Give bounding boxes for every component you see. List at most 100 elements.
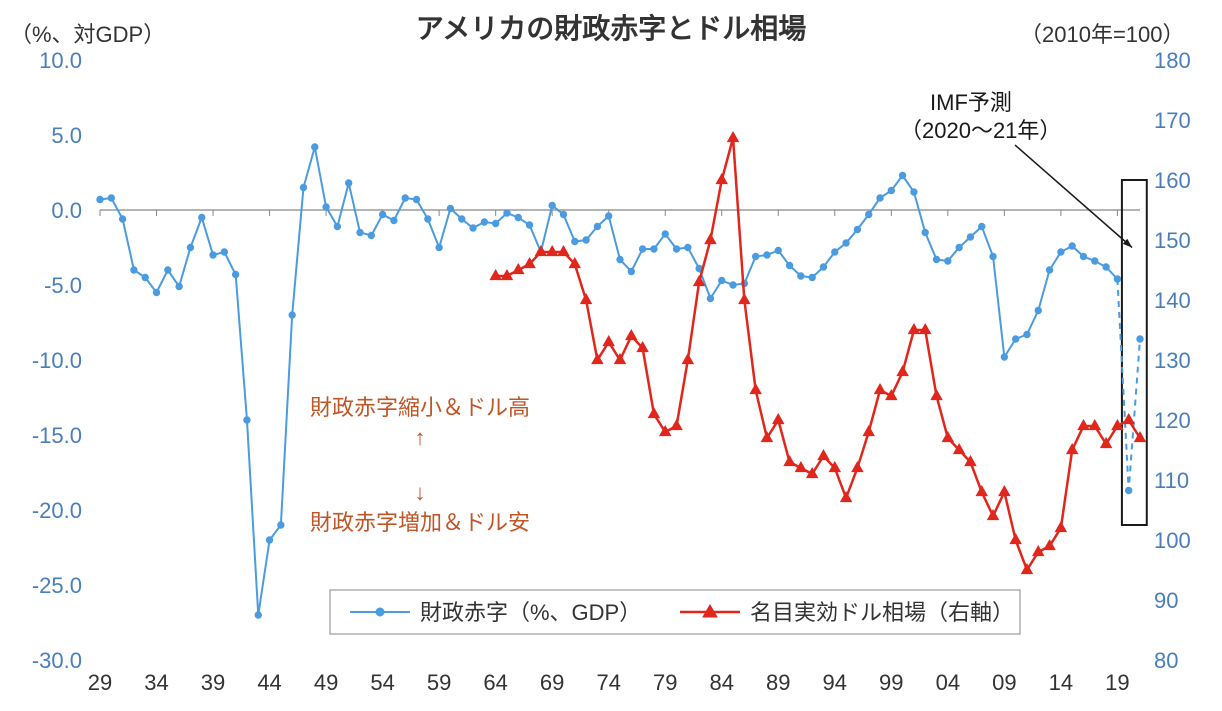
deficit-point (210, 252, 216, 258)
dollar-point (863, 426, 874, 436)
deficit-point (244, 417, 250, 423)
deficit-point (470, 225, 476, 231)
y-left-tick: 10.0 (39, 48, 82, 73)
deficit-point (786, 262, 792, 268)
deficit-point (357, 229, 363, 235)
legend-s2-label: 名目実効ドル相場（右軸） (750, 600, 1014, 625)
x-tick: 99 (879, 670, 903, 695)
annot-up: ↑ (415, 425, 426, 450)
dollar-point (626, 330, 637, 340)
y-left-ticks: 10.05.00.0-5.0-10.0-15.0-20.0-25.0-30.0 (32, 48, 82, 673)
dollar-point (773, 414, 784, 424)
y-right-tick: 110 (1154, 468, 1189, 493)
deficit-point (820, 264, 826, 270)
dollar-point (728, 132, 739, 142)
deficit-point (945, 258, 951, 264)
y-left-tick: -30.0 (32, 648, 82, 673)
y-right-tick: 80 (1154, 648, 1178, 673)
dollar-point (649, 408, 660, 418)
x-tick: 14 (1049, 670, 1073, 695)
deficit-line-forecast (1117, 279, 1140, 491)
deficit-point (1080, 253, 1086, 259)
deficit-point (922, 229, 928, 235)
x-tick: 69 (540, 670, 564, 695)
deficit-point (1046, 267, 1052, 273)
deficit-point (877, 195, 883, 201)
y-left-tick: -20.0 (32, 498, 82, 523)
deficit-point (899, 172, 905, 178)
dollar-point (841, 492, 852, 502)
deficit-point (1035, 307, 1041, 313)
deficit-point (312, 144, 318, 150)
dollar-point (671, 420, 682, 430)
deficit-point (97, 196, 103, 202)
legend: 財政赤字（%、GDP） 名目実効ドル相場（右軸） (330, 590, 1020, 634)
deficit-point (278, 522, 284, 528)
deficit-point (334, 223, 340, 229)
deficit-point (583, 237, 589, 243)
deficit-point (153, 289, 159, 295)
deficit-point (1125, 487, 1131, 493)
x-tick: 34 (144, 670, 168, 695)
x-tick: 64 (483, 670, 507, 695)
deficit-point (719, 277, 725, 283)
annot-imf-2: （2020～21年） (900, 118, 1061, 143)
deficit-point (956, 244, 962, 250)
deficit-point (651, 246, 657, 252)
deficit-point (289, 312, 295, 318)
deficit-point (232, 271, 238, 277)
dollar-point (942, 432, 953, 442)
dollar-point (988, 510, 999, 520)
deficit-point (425, 216, 431, 222)
x-tick: 19 (1105, 670, 1129, 695)
x-tick: 54 (370, 670, 394, 695)
deficit-point (300, 184, 306, 190)
dollar-point (897, 366, 908, 376)
deficit-point (865, 211, 871, 217)
deficit-point (402, 195, 408, 201)
deficit-point (379, 211, 385, 217)
deficit-point (1103, 264, 1109, 270)
deficit-point (1001, 354, 1007, 360)
deficit-point (888, 187, 894, 193)
deficit-point (560, 211, 566, 217)
dollar-point (716, 174, 727, 184)
dollar-point (581, 294, 592, 304)
dollar-markers (490, 132, 1145, 574)
deficit-point (764, 252, 770, 258)
right-axis-unit: （2010年=100） (1020, 22, 1185, 47)
forecast-box (1122, 180, 1147, 525)
deficit-point (594, 223, 600, 229)
deficit-point (979, 223, 985, 229)
deficit-point (345, 180, 351, 186)
y-right-tick: 140 (1154, 288, 1191, 313)
annot-grow: 財政赤字増加＆ドル安 (310, 510, 530, 535)
deficit-point (639, 246, 645, 252)
dollar-point (875, 384, 886, 394)
deficit-point (131, 267, 137, 273)
dollar-point (705, 234, 716, 244)
x-tick: 44 (257, 670, 281, 695)
x-tick: 09 (992, 670, 1016, 695)
annot-shrink: 財政赤字縮小＆ドル高 (310, 395, 530, 420)
deficit-point (809, 274, 815, 280)
deficit-point (617, 256, 623, 262)
dollar-point (603, 336, 614, 346)
y-right-ticks: 1801701601501401301201101009080 (1154, 48, 1191, 673)
deficit-point (1012, 336, 1018, 342)
deficit-point (843, 240, 849, 246)
deficit-point (413, 196, 419, 202)
deficit-point (730, 282, 736, 288)
x-tick: 89 (766, 670, 790, 695)
dollar-point (976, 486, 987, 496)
deficit-point (1114, 276, 1120, 282)
y-right-tick: 100 (1154, 528, 1191, 553)
deficit-point (526, 222, 532, 228)
dollar-point (1010, 534, 1021, 544)
x-tick: 74 (596, 670, 620, 695)
dollar-point (852, 462, 863, 472)
x-tick: 59 (427, 670, 451, 695)
annot-down: ↓ (415, 480, 426, 505)
deficit-point (990, 253, 996, 259)
annot-imf-1: IMF予測 (930, 90, 1012, 115)
